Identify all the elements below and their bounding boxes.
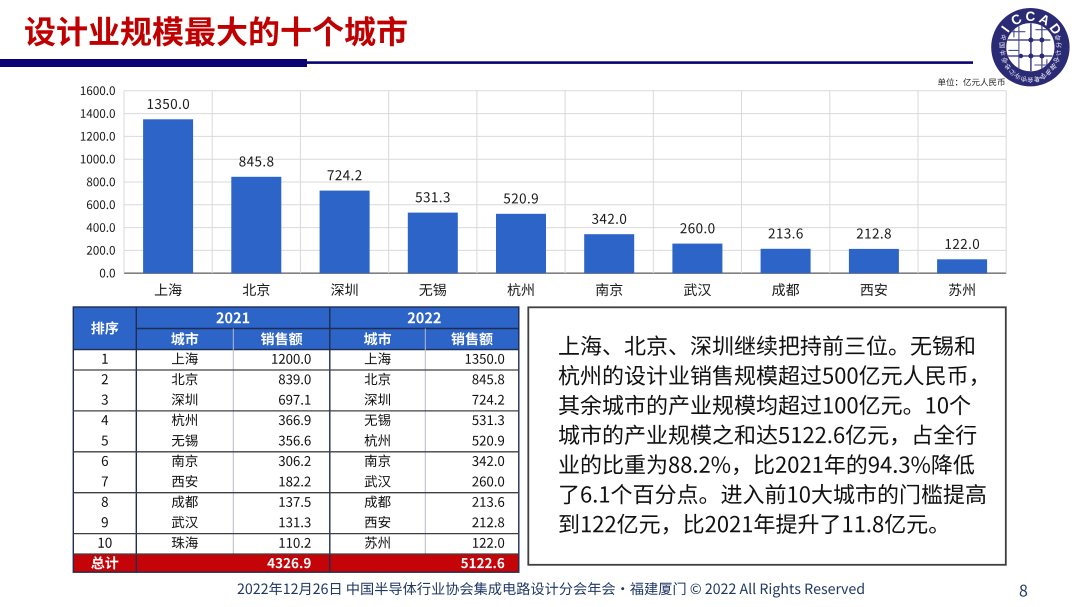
svg-text:I: I	[998, 23, 1012, 35]
svg-text:C: C	[1026, 9, 1036, 24]
